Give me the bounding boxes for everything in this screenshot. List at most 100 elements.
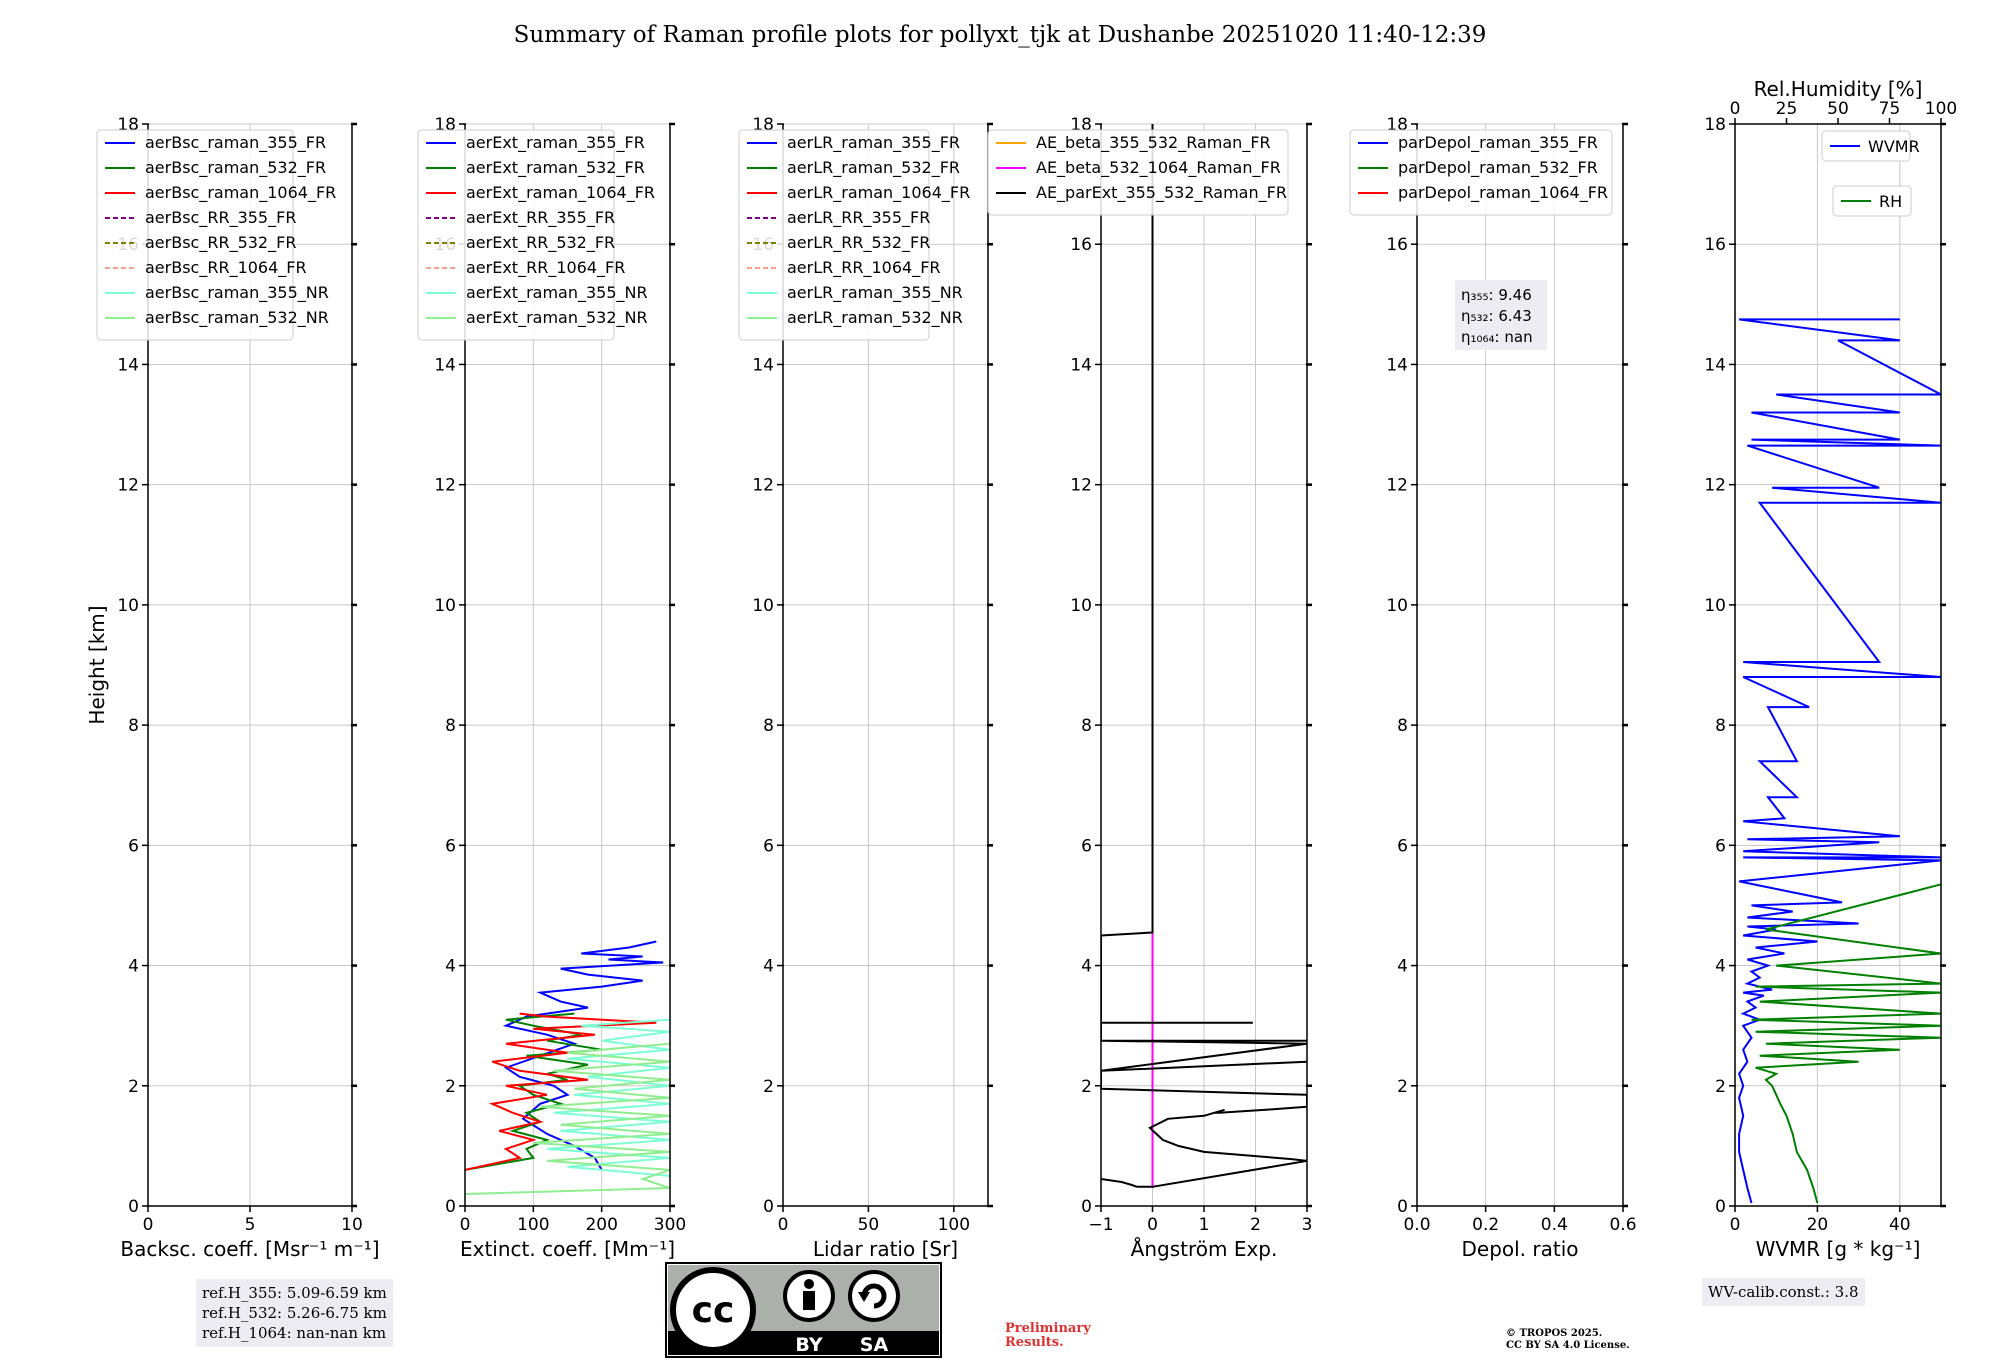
legend-label: aerLR_RR_1064_FR [787,258,941,278]
series-group [465,940,670,1195]
preliminary-notice: Preliminary Results. [1005,1322,1091,1350]
ytick-label: 6 [445,836,456,856]
ytick-label: 4 [763,957,774,977]
ytick-label: 10 [434,596,456,616]
xtick-label: 100 [517,1215,549,1235]
ytick-label: 12 [1386,476,1408,496]
legend-label: aerLR_raman_532_FR [787,158,960,178]
ytick-label: 18 [1704,115,1726,135]
ref-height-532: ref.H_532: 5.26-6.75 km [202,1304,387,1322]
xtick-label: 2 [1250,1215,1261,1235]
ytick-label: 0 [445,1197,456,1217]
x-axis-title: Lidar ratio [Sr] [813,1237,958,1261]
xtick-label: 50 [858,1215,880,1235]
ytick-label: 0 [763,1197,774,1217]
ytick-label: 14 [1386,355,1408,375]
legend-label: AE_parExt_355_532_Raman_FR [1036,183,1287,203]
series-line-aerExt_raman_532_NR [465,1042,670,1195]
series-line-RH [1751,883,1941,1204]
wv-calibration-box: WV-calib.const.: 3.8 [1702,1278,1865,1306]
legend-label: aerBsc_raman_532_NR [145,308,329,328]
ytick-label: 12 [117,476,139,496]
legend-label: AE_beta_532_1064_Raman_FR [1036,158,1281,178]
legend-label: aerLR_RR_532_FR [787,233,930,253]
wv-calibration-value: WV-calib.const.: 3.8 [1708,1283,1859,1301]
xtick-label: 200 [585,1215,617,1235]
ytick-label: 14 [1704,355,1726,375]
legend-label: AE_beta_355_532_Raman_FR [1036,133,1271,153]
legend-box [96,129,294,341]
xtick-label: 20 [1807,1215,1829,1235]
series-line-WVMR [1737,318,1941,1204]
ytick-label: 12 [752,476,774,496]
legend-label: parDepol_raman_355_FR [1398,133,1598,153]
ytick-label: 14 [434,355,456,375]
chart-panel-2: 0246810121416180100200300Extinct. coeff.… [417,115,686,1261]
x-axis-title: Ångström Exp. [1131,1237,1278,1261]
xtick-top-label: 0 [1730,99,1741,119]
xtick-label: 3 [1302,1215,1313,1235]
ytick-label: 14 [117,355,139,375]
ytick-label: 10 [1070,596,1092,616]
ytick-label: 6 [1397,836,1408,856]
ytick-label: 16 [1070,235,1092,255]
preliminary-line-1: Preliminary [1005,1321,1091,1336]
figure-title: Summary of Raman profile plots for polly… [513,22,1487,48]
license-notice: © TROPOS 2025. CC BY SA 4.0 License. [1506,1328,1630,1352]
ytick-label: 0 [1397,1197,1408,1217]
cc-by-sa-badge: cc BY SA [665,1262,942,1358]
ytick-label: 4 [1081,957,1092,977]
ytick-label: 2 [1081,1077,1092,1097]
legend-label: aerExt_RR_1064_FR [466,258,625,278]
legend-label: aerExt_raman_532_FR [466,158,645,178]
x-axis-top-title: Rel.Humidity [%] [1754,77,1923,101]
ytick-label: 0 [128,1197,139,1217]
ytick-label: 16 [1704,235,1726,255]
sa-share-alike-icon [848,1270,900,1322]
legend-label: aerLR_raman_1064_FR [787,183,970,203]
legend-box [1832,185,1912,217]
eta-annotation: η₁₀₆₄: nan [1461,328,1533,346]
ytick-label: 8 [763,716,774,736]
reference-height-box: ref.H_355: 5.09-6.59 km ref.H_532: 5.26-… [196,1279,393,1347]
ytick-label: 8 [128,716,139,736]
ytick-label: 2 [1397,1077,1408,1097]
xtick-label: 0 [778,1215,789,1235]
legend-box [987,129,1289,216]
series-group [1737,318,1941,1204]
legend-label: aerLR_RR_355_FR [787,208,930,228]
ytick-label: 14 [752,355,774,375]
x-axis-title: Backsc. coeff. [Msr⁻¹ m⁻¹] [120,1237,379,1261]
legend-box [738,129,930,341]
x-axis-title: WVMR [g * kg⁻¹] [1756,1237,1921,1261]
x-axis-title: Extinct. coeff. [Mm⁻¹] [460,1237,675,1261]
ytick-label: 10 [1386,596,1408,616]
ytick-label: 4 [1397,957,1408,977]
ytick-label: 0 [1715,1197,1726,1217]
xtick-label: 0.4 [1541,1215,1568,1235]
chart-panel-1: 0246810121416180510Backsc. coeff. [Msr⁻¹… [85,115,380,1261]
legend-label: WVMR [1868,137,1920,156]
y-axis-title: Height [km] [85,605,109,724]
ytick-label: 4 [445,957,456,977]
xtick-label: 0.0 [1403,1215,1430,1235]
xtick-label: 1 [1199,1215,1210,1235]
xtick-label: 0.6 [1609,1215,1636,1235]
legend-label: parDepol_raman_532_FR [1398,158,1598,178]
xtick-label: 40 [1889,1215,1911,1235]
ytick-label: 2 [128,1077,139,1097]
xtick-label: 0 [1730,1215,1741,1235]
preliminary-line-2: Results. [1005,1335,1064,1350]
ytick-label: 16 [1386,235,1408,255]
ytick-label: 8 [1715,716,1726,736]
xtick-label: 100 [938,1215,970,1235]
xtick-label: 5 [245,1215,256,1235]
legend-box [1821,130,1911,162]
legend-box [1349,129,1613,216]
series-group [1101,124,1307,1188]
ytick-label: 6 [1081,836,1092,856]
legend-label: RH [1879,192,1902,211]
